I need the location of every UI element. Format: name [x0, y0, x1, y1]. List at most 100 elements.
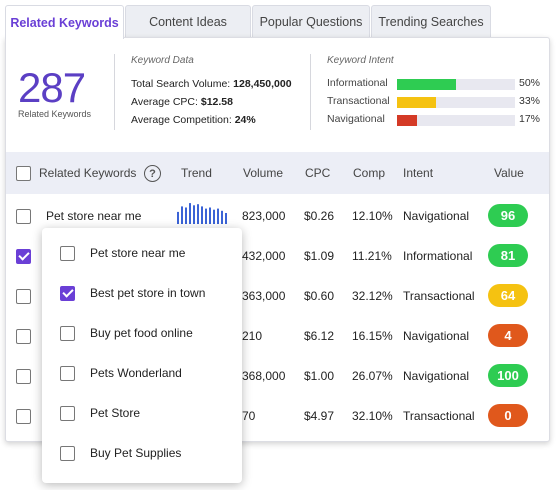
dropdown-item-checkbox[interactable] — [60, 366, 75, 381]
average-competition-value: 24% — [234, 114, 256, 126]
intent-bar-fill — [397, 79, 456, 90]
dropdown-item[interactable]: Buy pet food online — [42, 314, 242, 354]
row-checkbox[interactable] — [16, 289, 31, 304]
row-checkbox[interactable] — [16, 409, 31, 424]
tab-popular-questions[interactable]: Popular Questions — [252, 5, 370, 38]
dropdown-item-checkbox[interactable] — [60, 286, 75, 301]
value-badge: 4 — [488, 324, 528, 347]
trend-bar — [209, 207, 211, 224]
intent-name: Informational — [327, 77, 388, 89]
average-competition-label: Average Competition: — [131, 114, 232, 126]
dropdown-item-checkbox[interactable] — [60, 406, 75, 421]
table-row[interactable]: 363,000 $0.60 32.12% Transactional 64 — [6, 276, 549, 316]
row-volume: 70 — [242, 409, 256, 423]
table-row[interactable]: 210 $6.12 16.15% Navigational 4 — [6, 316, 549, 356]
divider — [310, 54, 311, 130]
header-volume[interactable]: Volume — [243, 166, 284, 180]
row-intent: Navigational — [403, 329, 470, 343]
header-cpc[interactable]: CPC — [305, 166, 331, 180]
header-trend[interactable]: Trend — [181, 166, 212, 180]
divider — [114, 54, 115, 130]
table-row[interactable]: 70 $4.97 32.10% Transactional 0 — [6, 396, 549, 436]
row-cpc: $4.97 — [304, 409, 335, 423]
header-intent[interactable]: Intent — [403, 166, 434, 180]
dropdown-item-checkbox[interactable] — [60, 446, 75, 461]
total-search-volume: Total Search Volume: 128,450,000 — [131, 78, 292, 90]
dropdown-item-label: Pets Wonderland — [90, 366, 182, 380]
row-checkbox[interactable] — [16, 369, 31, 384]
intent-percent: 50% — [519, 77, 541, 89]
row-comp: 26.07% — [352, 369, 393, 383]
trend-bar — [217, 208, 219, 224]
trend-bar — [205, 208, 207, 224]
keyword-count: 287 — [18, 64, 86, 111]
row-checkbox[interactable] — [16, 209, 31, 224]
help-icon[interactable]: ? — [144, 165, 161, 182]
intent-bar — [397, 79, 515, 90]
dropdown-item[interactable]: Pets Wonderland — [42, 354, 242, 394]
value-badge: 64 — [488, 284, 528, 307]
trend-bar — [189, 203, 191, 224]
dropdown-item[interactable]: Pet Store — [42, 394, 242, 434]
row-cpc: $1.00 — [304, 369, 335, 383]
header-comp[interactable]: Comp — [353, 166, 386, 180]
dropdown-item-label: Pet Store — [90, 406, 141, 420]
keyword-data-title: Keyword Data — [131, 55, 194, 66]
average-cpc-label: Average CPC: — [131, 96, 198, 108]
average-cpc-value: $12.58 — [200, 96, 233, 108]
row-volume: 368,000 — [242, 369, 286, 383]
tab-content-ideas[interactable]: Content Ideas — [125, 5, 251, 38]
dropdown-item[interactable]: Best pet store in town — [42, 274, 242, 314]
header-value[interactable]: Value — [494, 166, 524, 180]
row-intent: Transactional — [403, 289, 475, 303]
row-comp: 16.15% — [352, 329, 393, 343]
table-row[interactable]: 432,000 $1.09 11.21% Informational 81 — [6, 236, 549, 276]
dropdown-item-checkbox[interactable] — [60, 326, 75, 341]
keyword-dropdown: Pet store near me Best pet store in town B… — [42, 228, 242, 483]
keyword-intent-title: Keyword Intent — [327, 55, 394, 66]
dropdown-item-label: Buy pet food online — [90, 326, 193, 340]
dropdown-item-label: Best pet store in town — [90, 286, 206, 300]
header-related-keywords[interactable]: Related Keywords — [39, 166, 137, 180]
row-cpc: $1.09 — [304, 249, 335, 263]
row-keyword[interactable]: Pet store near me — [46, 209, 142, 223]
total-search-volume-value: 128,450,000 — [233, 78, 292, 90]
trend-sparkline — [177, 203, 227, 224]
row-intent: Transactional — [403, 409, 475, 423]
intent-percent: 17% — [519, 113, 541, 125]
row-volume: 432,000 — [242, 249, 286, 263]
row-checkbox[interactable] — [16, 329, 31, 344]
row-volume: 363,000 — [242, 289, 286, 303]
tab-trending-searches[interactable]: Trending Searches — [371, 5, 491, 38]
dropdown-item-checkbox[interactable] — [60, 246, 75, 261]
table-row[interactable]: Pet store near me 823,000 $0.26 12.10% Navig… — [6, 196, 549, 236]
intent-row-navigational: Navigational 17% — [327, 113, 547, 127]
trend-bar — [225, 213, 227, 224]
intent-bar-fill — [397, 115, 418, 126]
tab-related-keywords[interactable]: Related Keywords — [5, 5, 124, 39]
row-checkbox[interactable] — [16, 249, 31, 264]
average-cpc: Average CPC: $12.58 — [131, 96, 233, 108]
value-badge: 0 — [488, 404, 528, 427]
row-volume: 210 — [242, 329, 263, 343]
total-search-volume-label: Total Search Volume: — [131, 78, 231, 90]
intent-row-informational: Informational 50% — [327, 77, 547, 91]
table-row[interactable]: 368,000 $1.00 26.07% Navigational 100 — [6, 356, 549, 396]
row-intent: Informational — [403, 249, 473, 263]
row-comp: 32.10% — [352, 409, 393, 423]
trend-bar — [221, 210, 223, 224]
row-cpc: $6.12 — [304, 329, 335, 343]
row-volume: 823,000 — [242, 209, 286, 223]
intent-bar-fill — [397, 97, 436, 108]
trend-bar — [213, 209, 215, 224]
dropdown-item[interactable]: Pet store near me — [42, 234, 242, 274]
trend-bar — [181, 206, 183, 224]
row-cpc: $0.26 — [304, 209, 335, 223]
trend-bar — [177, 211, 179, 224]
select-all-checkbox[interactable] — [16, 166, 31, 181]
intent-percent: 33% — [519, 95, 541, 107]
value-badge: 100 — [488, 364, 528, 387]
intent-name: Navigational — [327, 113, 385, 125]
trend-bar — [197, 204, 199, 224]
dropdown-item[interactable]: Buy Pet Supplies — [42, 434, 242, 474]
